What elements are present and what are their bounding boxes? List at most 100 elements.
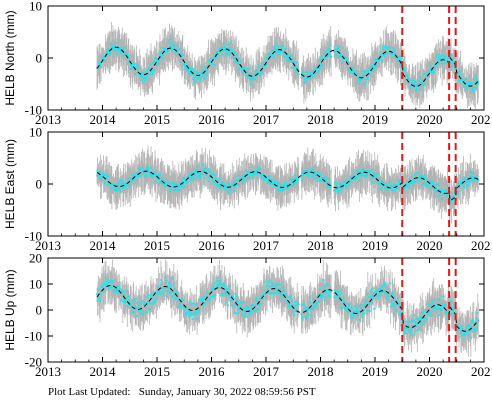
data-point bbox=[373, 307, 376, 310]
data-point bbox=[235, 295, 238, 298]
data-point bbox=[398, 312, 402, 315]
data-point bbox=[353, 304, 357, 308]
data-point bbox=[408, 78, 411, 81]
data-point bbox=[318, 287, 321, 291]
data-point bbox=[394, 187, 397, 190]
data-point bbox=[104, 286, 107, 289]
data-point bbox=[185, 62, 188, 65]
data-point bbox=[97, 287, 100, 291]
data-point bbox=[470, 329, 473, 332]
data-point bbox=[403, 69, 406, 72]
data-point bbox=[267, 281, 270, 284]
data-point bbox=[397, 302, 401, 306]
data-point bbox=[136, 68, 139, 71]
data-point bbox=[353, 315, 356, 318]
data-point bbox=[174, 52, 177, 55]
data-point bbox=[127, 295, 130, 298]
data-point bbox=[151, 73, 154, 76]
data-point bbox=[463, 186, 466, 189]
data-point bbox=[388, 288, 391, 291]
data-point bbox=[295, 61, 298, 64]
data-point bbox=[98, 171, 101, 174]
data-point bbox=[282, 45, 285, 48]
data-point bbox=[169, 285, 172, 289]
data-point bbox=[476, 83, 479, 86]
data-point bbox=[403, 330, 406, 333]
data-point bbox=[168, 41, 171, 44]
data-point bbox=[275, 43, 278, 46]
data-point bbox=[275, 292, 278, 295]
data-point bbox=[446, 57, 450, 61]
data-point bbox=[369, 290, 372, 293]
data-point bbox=[158, 62, 161, 65]
data-point bbox=[96, 169, 99, 172]
data-point bbox=[376, 172, 379, 175]
data-point bbox=[283, 55, 286, 58]
data-point bbox=[285, 183, 288, 187]
data-point bbox=[208, 297, 212, 300]
data-point bbox=[449, 299, 453, 303]
x-tick-label: 2014 bbox=[90, 238, 117, 253]
data-point bbox=[122, 54, 125, 57]
data-point bbox=[245, 170, 248, 173]
data-point bbox=[274, 286, 278, 289]
data-point bbox=[213, 63, 216, 66]
data-point bbox=[429, 64, 432, 67]
data-point bbox=[178, 60, 181, 64]
data-point bbox=[114, 183, 117, 186]
data-point bbox=[349, 181, 352, 184]
data-point bbox=[118, 285, 121, 288]
data-point bbox=[400, 57, 404, 60]
data-point bbox=[241, 67, 244, 70]
last-updated-label: Plot Last Updated: bbox=[48, 386, 131, 398]
data-point bbox=[109, 280, 112, 283]
data-point bbox=[189, 311, 192, 314]
data-point bbox=[171, 181, 174, 184]
data-point bbox=[207, 179, 210, 182]
data-point bbox=[208, 169, 211, 172]
data-point bbox=[99, 65, 103, 69]
data-point bbox=[391, 302, 395, 306]
data-point bbox=[430, 314, 433, 317]
data-point bbox=[340, 305, 344, 309]
data-point bbox=[383, 183, 386, 186]
data-point bbox=[308, 296, 311, 299]
data-point bbox=[200, 170, 203, 173]
data-point bbox=[422, 182, 425, 185]
data-point bbox=[205, 74, 208, 77]
data-point bbox=[422, 310, 425, 314]
x-tick-label: 2020 bbox=[417, 112, 443, 127]
data-point bbox=[144, 176, 147, 179]
data-point bbox=[325, 176, 328, 179]
data-point bbox=[335, 185, 338, 188]
data-point bbox=[183, 179, 186, 183]
data-point bbox=[435, 54, 438, 58]
data-point bbox=[199, 78, 202, 82]
data-point bbox=[156, 173, 160, 176]
data-point bbox=[293, 300, 296, 304]
data-point bbox=[247, 307, 250, 310]
data-point bbox=[225, 294, 228, 297]
data-point bbox=[372, 65, 375, 68]
data-point bbox=[157, 285, 160, 289]
data-point bbox=[456, 192, 460, 195]
data-point bbox=[324, 285, 327, 288]
data-point bbox=[451, 305, 454, 309]
data-point bbox=[432, 181, 435, 184]
data-point bbox=[296, 179, 299, 182]
data-point bbox=[147, 168, 150, 172]
data-point bbox=[290, 303, 293, 306]
data-point bbox=[412, 319, 415, 322]
east-panel: HELB East (mm) 2013 2014 2015 2016 2017 2018 2… bbox=[3, 125, 492, 254]
data-point bbox=[326, 283, 329, 287]
data-point bbox=[226, 43, 229, 46]
data-point bbox=[146, 300, 150, 303]
data-point bbox=[469, 325, 472, 328]
model-curve bbox=[96, 170, 479, 202]
data-point bbox=[129, 185, 132, 188]
data-point bbox=[301, 318, 304, 321]
data-point bbox=[311, 75, 314, 78]
data-point bbox=[261, 172, 264, 175]
data-point bbox=[329, 295, 332, 298]
